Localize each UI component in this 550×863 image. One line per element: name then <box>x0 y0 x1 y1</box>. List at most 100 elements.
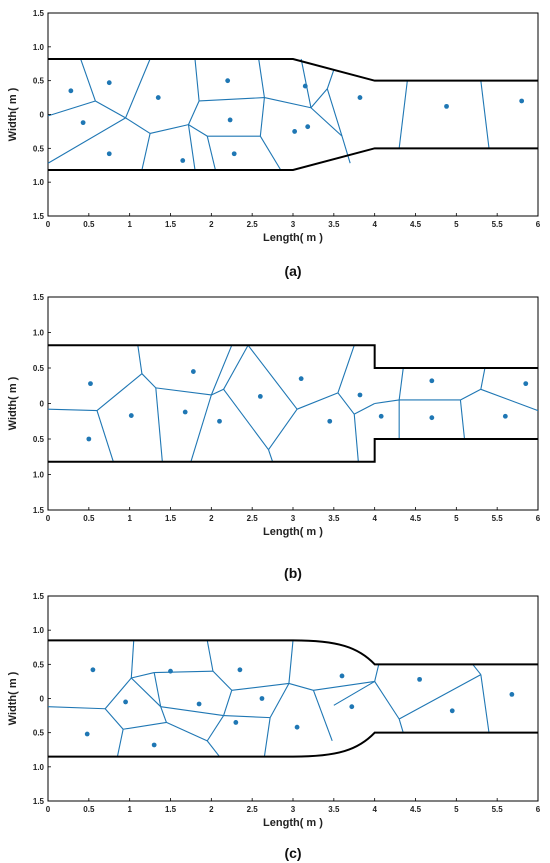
cell-edge <box>155 387 212 396</box>
boundary-top <box>48 344 538 369</box>
x-tick-label: 6 <box>536 805 541 814</box>
seed-point <box>225 78 231 84</box>
seed-point <box>292 129 298 134</box>
y-tick-label: 0.5 <box>33 364 45 373</box>
x-tick-label: 3 <box>291 514 296 523</box>
seed-point <box>231 151 237 157</box>
panel-c-label: (c) <box>284 845 301 861</box>
x-tick-label: 5.5 <box>492 220 504 229</box>
x-tick-label: 0 <box>46 514 51 523</box>
cell-edge <box>267 449 274 462</box>
cell-edge <box>353 403 375 415</box>
cell-edge <box>312 690 333 742</box>
seed-point <box>227 117 233 123</box>
boundary-bottom <box>48 731 538 758</box>
x-tick-label: 4 <box>372 805 377 814</box>
cell-edge <box>104 677 132 710</box>
y-tick-label: 0 <box>40 111 45 120</box>
x-tick-label: 2.5 <box>247 514 259 523</box>
cell-edge <box>130 640 135 679</box>
cell-edge <box>337 345 355 394</box>
y-axis-label: Width( m ) <box>7 376 19 430</box>
seed-point <box>259 696 265 701</box>
cell-edge <box>141 373 157 389</box>
seed-point <box>444 103 449 109</box>
boundary-bottom <box>48 438 538 463</box>
x-tick-label: 5.5 <box>492 514 504 523</box>
seed-point <box>106 151 112 157</box>
cell-edge <box>187 124 196 171</box>
cell-edge <box>47 117 126 164</box>
cell-edge <box>480 80 490 149</box>
x-tick-label: 5 <box>454 514 459 523</box>
x-tick-label: 2 <box>209 514 214 523</box>
seed-point <box>106 80 112 86</box>
y-tick-label: 1.0 <box>33 471 45 480</box>
x-tick-label: 1.5 <box>165 805 177 814</box>
cell-edge <box>149 124 189 134</box>
seed-point <box>502 413 508 419</box>
cell-edge <box>310 88 328 109</box>
y-tick-label: 1.5 <box>33 9 45 18</box>
x-tick-label: 4.5 <box>410 220 422 229</box>
seed-point <box>349 704 355 710</box>
x-tick-label: 1 <box>127 514 132 523</box>
seed-point <box>327 418 333 424</box>
cell-edge <box>223 690 233 716</box>
y-tick-label: 0.5 <box>33 77 45 86</box>
x-tick-label: 4.5 <box>410 514 422 523</box>
seed-point <box>449 708 455 714</box>
seed-point <box>257 394 263 399</box>
x-tick-label: 1.5 <box>165 514 177 523</box>
seed-point <box>128 413 134 418</box>
seed-point <box>294 724 300 730</box>
cell-edge <box>160 706 167 723</box>
x-tick-label: 3 <box>291 805 296 814</box>
x-tick-label: 5 <box>454 805 459 814</box>
x-tick-label: 4 <box>372 514 377 523</box>
seed-point <box>339 673 345 679</box>
panel-a: 0 0.5 1 1.5 2 2.5 3 3.5 4 4.5 5 5.5 6 1.5 1.0 0.5 0 0.5 1.… <box>7 9 541 244</box>
cell-edge <box>206 715 225 742</box>
cell-edge <box>223 345 249 390</box>
cell-edge <box>480 674 490 733</box>
boundary-bottom <box>48 147 538 171</box>
cell-edge <box>190 394 212 462</box>
cell-edge <box>95 100 126 119</box>
y-tick-label: 1.0 <box>33 329 45 338</box>
cell-edge <box>374 664 380 682</box>
x-tick-label: 1 <box>127 220 132 229</box>
cell-edge <box>326 88 343 137</box>
cell-edge <box>206 136 216 171</box>
seed-point <box>86 436 92 442</box>
cell-edge <box>398 367 404 401</box>
x-tick-label: 0 <box>46 220 51 229</box>
x-tick-label: 6 <box>536 514 541 523</box>
cell-edge <box>288 682 314 691</box>
cell-edge <box>211 388 224 396</box>
seed-point <box>519 98 525 104</box>
y-tick-label: 1.0 <box>33 43 45 52</box>
cell-edge <box>296 392 339 410</box>
cell-edge <box>341 135 351 164</box>
x-tick-label: 4 <box>372 220 377 229</box>
y-tick-label: 1.5 <box>33 212 45 221</box>
cell-edge <box>300 58 312 108</box>
seed-point <box>302 83 308 89</box>
cell-edge <box>187 100 200 125</box>
seed-point <box>196 701 202 707</box>
y-tick-label: 0.5 <box>33 729 45 738</box>
boundary-top <box>48 639 538 666</box>
cell-edge <box>153 672 162 707</box>
cell-edge <box>47 100 96 117</box>
x-tick-label: 0.5 <box>83 220 95 229</box>
cell-edge <box>155 387 163 462</box>
seed-point <box>429 415 435 421</box>
cell-edge <box>398 674 482 720</box>
cell-edge <box>247 344 298 410</box>
x-tick-label: 1 <box>127 805 132 814</box>
cell-edge <box>398 80 408 149</box>
cell-edge <box>137 345 143 374</box>
y-tick-label: 0.5 <box>33 144 45 153</box>
y-tick-label: 1.0 <box>33 626 45 635</box>
